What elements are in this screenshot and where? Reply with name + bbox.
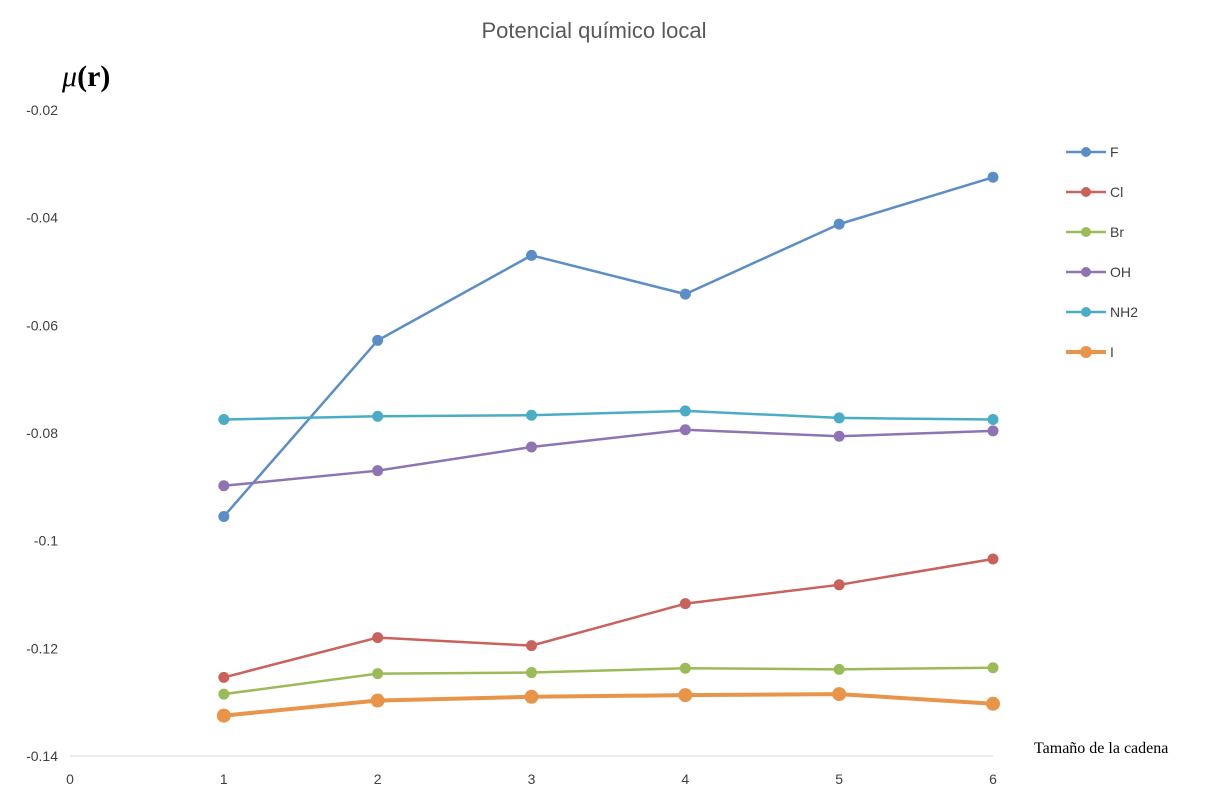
data-point-oh <box>526 441 537 453</box>
y-axis-label-close: ) <box>100 60 110 93</box>
data-point-i <box>678 688 693 703</box>
chart-title: Potencial químico local <box>481 18 706 43</box>
legend-swatch-marker <box>1081 187 1091 197</box>
y-axis-label-r: r <box>87 60 100 93</box>
x-tick-labels: 0 1 2 3 4 5 6 <box>66 771 997 787</box>
y-tick-label: -0.14 <box>26 748 58 764</box>
data-point-i <box>370 693 385 708</box>
data-point-cl <box>526 640 537 652</box>
data-point-nh2 <box>218 414 230 426</box>
legend-item-br: Br <box>1066 224 1124 240</box>
y-axis-label-open: ( <box>77 60 87 93</box>
y-tick-label: -0.02 <box>26 102 58 118</box>
legend-swatch-marker <box>1081 267 1091 277</box>
legend-label: Br <box>1110 224 1124 240</box>
x-tick-label: 5 <box>835 771 843 787</box>
series-line-oh <box>222 428 995 488</box>
y-tick-label: -0.04 <box>26 210 58 226</box>
data-point-nh2 <box>833 412 845 424</box>
series-f <box>218 171 999 522</box>
legend-item-i: I <box>1066 344 1114 360</box>
series-line-f <box>222 176 995 518</box>
data-point-i <box>832 687 847 702</box>
y-tick-label: -0.12 <box>26 640 58 656</box>
data-point-oh <box>218 480 230 492</box>
x-tick-label: 6 <box>989 771 997 787</box>
y-tick-label: -0.1 <box>34 533 58 549</box>
data-point-br <box>679 662 691 674</box>
legend-item-oh: OH <box>1066 264 1131 280</box>
data-point-cl <box>833 579 845 591</box>
data-point-f <box>679 288 691 300</box>
data-point-br <box>833 663 845 675</box>
legend-item-f: F <box>1066 144 1119 160</box>
data-point-oh <box>833 430 845 442</box>
data-point-i <box>986 696 1000 711</box>
series-br <box>218 662 999 700</box>
data-point-cl <box>987 553 999 565</box>
series-line-i <box>221 692 995 718</box>
data-point-cl <box>218 671 230 683</box>
legend-swatch-marker <box>1081 307 1091 317</box>
data-point-nh2 <box>372 410 384 422</box>
legend-item-nh2: NH2 <box>1066 304 1138 320</box>
series-line-br <box>222 666 995 696</box>
x-tick-label: 3 <box>528 771 536 787</box>
data-point-oh <box>679 424 691 436</box>
x-tick-label: 2 <box>374 771 382 787</box>
y-axis-label-mu: μ <box>61 60 77 93</box>
data-point-f <box>372 334 384 346</box>
legend-label: OH <box>1110 264 1131 280</box>
data-point-br <box>987 662 999 674</box>
legend-label: I <box>1110 344 1114 360</box>
y-tick-label: -0.06 <box>26 317 58 333</box>
y-axis-label: μ(r) <box>61 60 110 93</box>
legend: F Cl Br OH NH2 I <box>1066 144 1138 360</box>
data-point-br <box>218 688 230 700</box>
series-line-cl <box>222 557 995 679</box>
series-oh <box>218 424 999 492</box>
x-tick-label: 0 <box>66 771 74 787</box>
data-point-nh2 <box>987 414 999 426</box>
legend-label: F <box>1110 144 1119 160</box>
legend-label: Cl <box>1110 184 1123 200</box>
legend-swatch-marker <box>1081 227 1091 237</box>
data-point-f <box>218 510 230 522</box>
data-point-i <box>216 708 231 723</box>
y-tick-label: -0.08 <box>26 425 58 441</box>
y-tick-labels: -0.02 -0.04 -0.06 -0.08 -0.1 -0.12 -0.14 <box>26 102 58 764</box>
data-point-f <box>987 171 999 183</box>
data-point-i <box>524 689 539 704</box>
x-tick-label: 1 <box>220 771 228 787</box>
data-point-cl <box>372 632 384 644</box>
data-point-br <box>372 668 384 680</box>
legend-swatch-marker <box>1081 147 1091 157</box>
data-point-f <box>833 218 845 230</box>
data-point-f <box>526 249 537 261</box>
legend-swatch-marker <box>1080 346 1092 358</box>
x-axis-label: Tamaño de la cadena <box>1034 740 1168 757</box>
series-i <box>216 687 1000 723</box>
legend-item-cl: Cl <box>1066 184 1123 200</box>
data-point-br <box>526 667 537 679</box>
data-point-cl <box>679 598 691 610</box>
series-cl <box>218 553 999 683</box>
x-tick-label: 4 <box>681 771 689 787</box>
data-point-nh2 <box>679 405 691 417</box>
data-point-oh <box>987 425 999 437</box>
legend-label: NH2 <box>1110 304 1138 320</box>
plot-series <box>216 171 1000 723</box>
series-line-nh2 <box>222 409 995 421</box>
data-point-oh <box>372 465 384 477</box>
data-point-nh2 <box>526 409 537 421</box>
series-nh2 <box>218 405 999 426</box>
